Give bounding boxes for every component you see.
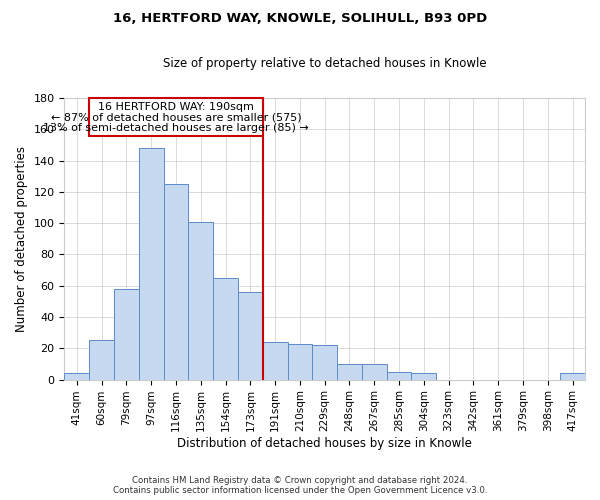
Bar bbox=[313, 345, 337, 380]
Bar bbox=[164, 184, 188, 380]
Bar bbox=[188, 222, 213, 380]
Bar bbox=[386, 372, 412, 380]
Bar bbox=[412, 374, 436, 380]
Bar bbox=[89, 340, 114, 380]
Bar bbox=[337, 364, 362, 380]
X-axis label: Distribution of detached houses by size in Knowle: Distribution of detached houses by size … bbox=[177, 437, 472, 450]
Bar bbox=[64, 374, 89, 380]
Bar bbox=[287, 344, 313, 380]
Bar bbox=[560, 374, 585, 380]
Text: ← 87% of detached houses are smaller (575): ← 87% of detached houses are smaller (57… bbox=[50, 112, 301, 122]
Bar bbox=[263, 342, 287, 380]
Bar bbox=[114, 289, 139, 380]
Text: 16, HERTFORD WAY, KNOWLE, SOLIHULL, B93 0PD: 16, HERTFORD WAY, KNOWLE, SOLIHULL, B93 … bbox=[113, 12, 487, 26]
Bar bbox=[213, 278, 238, 380]
Bar bbox=[238, 292, 263, 380]
Bar bbox=[362, 364, 386, 380]
Title: Size of property relative to detached houses in Knowle: Size of property relative to detached ho… bbox=[163, 58, 487, 70]
Bar bbox=[139, 148, 164, 380]
Text: Contains HM Land Registry data © Crown copyright and database right 2024.
Contai: Contains HM Land Registry data © Crown c… bbox=[113, 476, 487, 495]
Text: 13% of semi-detached houses are larger (85) →: 13% of semi-detached houses are larger (… bbox=[43, 124, 309, 134]
FancyBboxPatch shape bbox=[89, 98, 263, 136]
Y-axis label: Number of detached properties: Number of detached properties bbox=[15, 146, 28, 332]
Text: 16 HERTFORD WAY: 190sqm: 16 HERTFORD WAY: 190sqm bbox=[98, 102, 254, 112]
